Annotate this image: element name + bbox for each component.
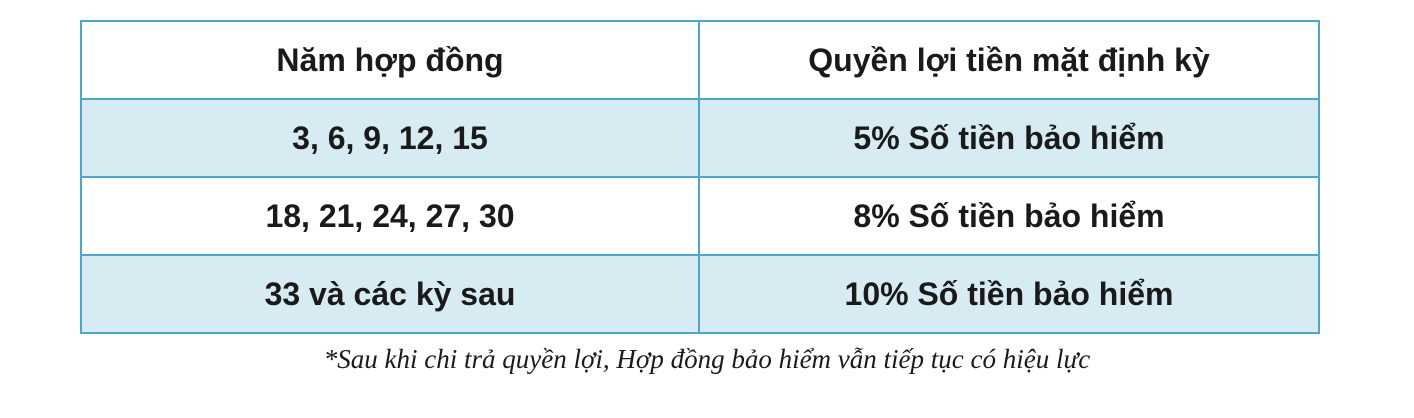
benefits-table-container: Năm hợp đồng Quyền lợi tiền mặt định kỳ … [80, 20, 1320, 334]
header-contract-year: Năm hợp đồng [80, 20, 700, 100]
header-periodic-cash-benefit: Quyền lợi tiền mặt định kỳ [698, 20, 1320, 100]
cell-benefit: 10% Số tiền bảo hiểm [698, 254, 1320, 334]
benefits-table: Năm hợp đồng Quyền lợi tiền mặt định kỳ … [80, 20, 1320, 334]
table-row: 3, 6, 9, 12, 15 5% Số tiền bảo hiểm [80, 98, 1320, 178]
table-row: 18, 21, 24, 27, 30 8% Số tiền bảo hiểm [80, 176, 1320, 256]
cell-contract-years: 3, 6, 9, 12, 15 [80, 98, 700, 178]
footnote: *Sau khi chi trả quyền lợi, Hợp đồng bảo… [323, 344, 1091, 374]
table-header-row: Năm hợp đồng Quyền lợi tiền mặt định kỳ [80, 20, 1320, 100]
cell-contract-years: 18, 21, 24, 27, 30 [80, 176, 700, 256]
cell-benefit: 8% Số tiền bảo hiểm [698, 176, 1320, 256]
table-row: 33 và các kỳ sau 10% Số tiền bảo hiểm [80, 254, 1320, 334]
cell-benefit: 5% Số tiền bảo hiểm [698, 98, 1320, 178]
cell-contract-years: 33 và các kỳ sau [80, 254, 700, 334]
